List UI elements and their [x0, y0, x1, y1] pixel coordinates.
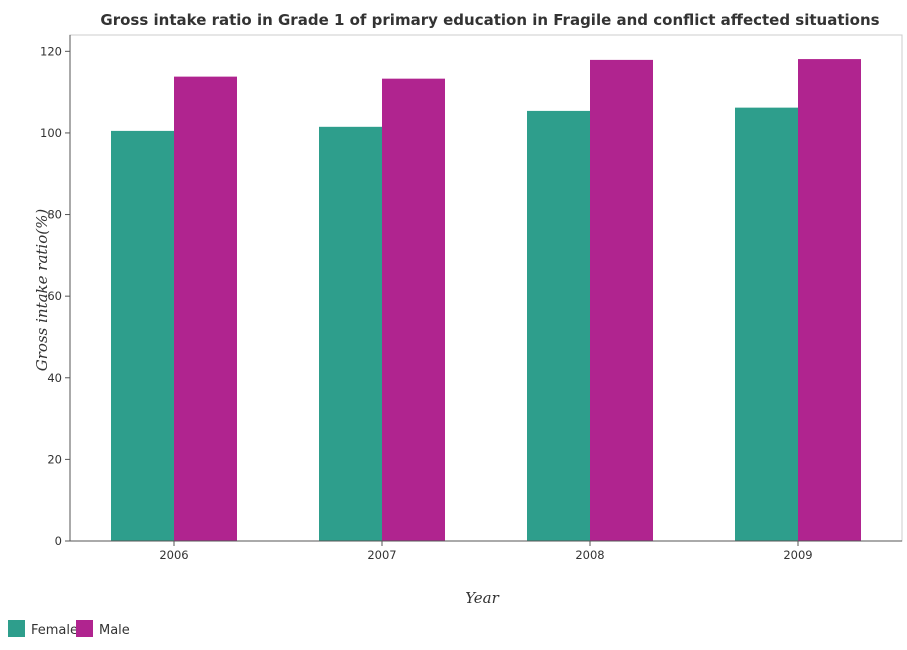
y-tick-label: 120: [40, 44, 62, 58]
bar-male-2008: [590, 59, 653, 541]
x-tick-label: 2008: [575, 548, 604, 562]
plot-area: 0 20 40 60 80 100 120 2006 2007 2008 2009: [40, 34, 903, 562]
legend: Female Male: [8, 620, 130, 638]
bar-female-2008: [527, 110, 590, 542]
bar-female-2007: [319, 126, 382, 541]
bar-male-2006: [174, 76, 237, 541]
legend-swatch-female: [8, 620, 25, 637]
y-tick-label: 60: [47, 289, 62, 303]
y-tick-label: 40: [47, 371, 62, 385]
x-tick-label: 2006: [159, 548, 188, 562]
x-tick-label: 2009: [783, 548, 812, 562]
y-axis-label: Gross intake ratio(%): [33, 209, 51, 372]
x-tick-label: 2007: [367, 548, 396, 562]
y-tick-label: 0: [55, 534, 62, 548]
legend-label-female: Female: [31, 623, 78, 638]
bar-female-2009: [735, 107, 798, 541]
chart-title: Gross intake ratio in Grade 1 of primary…: [100, 11, 879, 29]
bar-female-2006: [111, 130, 174, 542]
y-tick-label: 20: [47, 452, 62, 466]
y-tick-label: 100: [40, 126, 62, 140]
legend-swatch-male: [76, 620, 93, 637]
x-axis-label: Year: [465, 589, 499, 607]
legend-label-male: Male: [99, 623, 130, 638]
bar-male-2007: [382, 78, 445, 541]
bar-male-2009: [798, 59, 861, 541]
y-tick-label: 80: [47, 208, 62, 222]
